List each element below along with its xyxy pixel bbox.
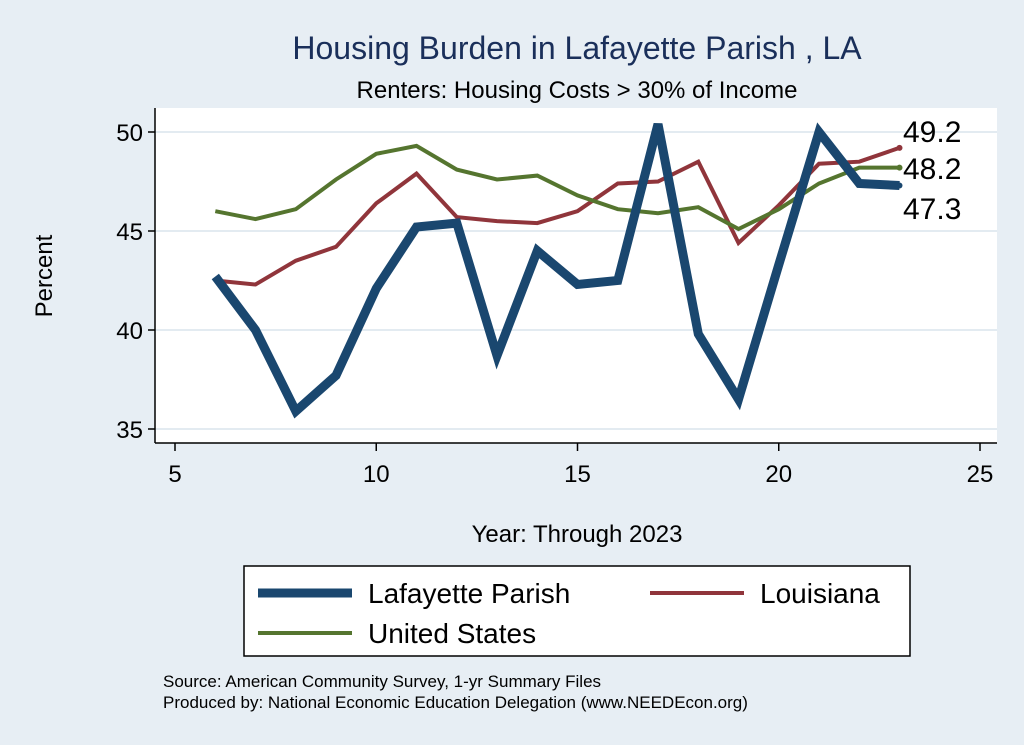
end-label-lafayette-parish: 47.3 bbox=[903, 193, 961, 226]
x-tick-label-20: 20 bbox=[765, 461, 792, 488]
x-tick-label-25: 25 bbox=[967, 461, 994, 488]
series-line-united-states bbox=[214, 143, 900, 232]
end-labels: 47.3 49.2 48.2 bbox=[903, 116, 961, 226]
y-tick-label-50: 50 bbox=[116, 120, 143, 147]
legend-label-louisiana: Louisiana bbox=[760, 578, 880, 609]
x-tick-label-5: 5 bbox=[168, 461, 181, 488]
plot-area bbox=[155, 108, 997, 443]
chart-title: Housing Burden in Lafayette Parish , LA bbox=[292, 30, 862, 66]
y-axis-title: Percent bbox=[31, 234, 58, 317]
producer-note: Produced by: National Economic Education… bbox=[163, 693, 748, 712]
series bbox=[211, 122, 903, 419]
series-end-point-louisiana bbox=[896, 144, 903, 151]
x-axis-title: Year: Through 2023 bbox=[472, 521, 683, 548]
source-note: Source: American Community Survey, 1-yr … bbox=[163, 672, 601, 691]
x-tick-label-15: 15 bbox=[564, 461, 591, 488]
x-tick-label-10: 10 bbox=[363, 461, 390, 488]
axes: 35 40 45 50 5 10 15 20 25 bbox=[116, 108, 997, 488]
legend-box bbox=[243, 565, 911, 657]
series-line-louisiana bbox=[215, 145, 901, 287]
series-end-point-united-states bbox=[896, 164, 903, 171]
legend-label-united-states: United States bbox=[368, 618, 536, 649]
end-label-united-states: 48.2 bbox=[903, 153, 961, 186]
y-tick-label-40: 40 bbox=[116, 318, 143, 345]
legend: Lafayette Parish Louisiana United States bbox=[243, 565, 911, 657]
end-label-louisiana: 49.2 bbox=[903, 116, 961, 149]
grid bbox=[155, 131, 997, 430]
legend-label-lafayette: Lafayette Parish bbox=[368, 578, 570, 609]
chart-subtitle: Renters: Housing Costs > 30% of Income bbox=[357, 77, 798, 104]
series-line-lafayette-parish bbox=[211, 122, 900, 419]
series-end-point-lafayette-parish bbox=[896, 182, 903, 189]
y-tick-label-45: 45 bbox=[116, 219, 143, 246]
y-tick-label-35: 35 bbox=[116, 417, 143, 444]
